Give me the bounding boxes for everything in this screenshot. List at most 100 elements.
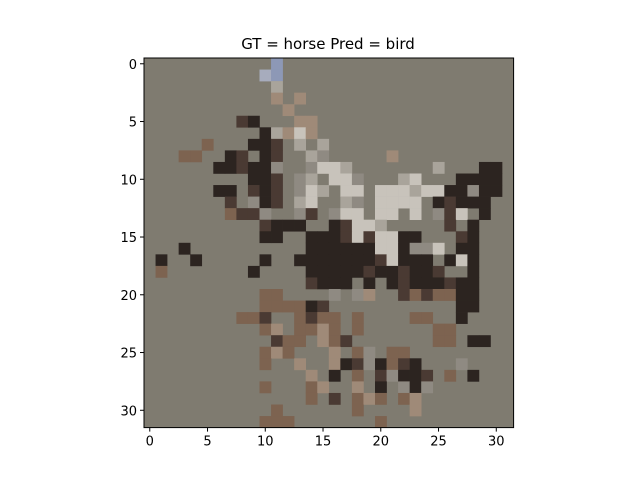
pixel-cell — [178, 150, 191, 163]
pixel-cell — [224, 208, 237, 220]
pixel-cell — [398, 231, 410, 244]
pixel-cell — [455, 196, 468, 209]
pixel-cell — [375, 392, 387, 405]
pixel-cell — [351, 219, 364, 232]
pixel-cell — [444, 369, 457, 382]
pixel-cell — [317, 138, 330, 151]
pixel-cell — [478, 208, 491, 220]
pixel-cell — [444, 323, 457, 336]
pixel-cell — [455, 208, 468, 220]
pixel-cell — [305, 115, 318, 128]
pixel-cell — [409, 231, 422, 244]
pixel-cell — [351, 254, 364, 267]
pixel-cell — [421, 277, 434, 290]
pixel-cell — [259, 185, 272, 197]
pixel-cell — [398, 369, 410, 382]
pixel-cell — [340, 231, 353, 244]
pixel-cell — [328, 219, 341, 232]
pixel-cell — [247, 138, 260, 151]
pixel-cell — [386, 277, 399, 290]
pixel-cell — [490, 185, 503, 197]
pixel-cell — [363, 358, 376, 371]
pixel-cell — [444, 208, 457, 220]
pixel-cell — [271, 185, 283, 197]
pixel-cell — [259, 416, 272, 428]
pixel-cell — [351, 289, 364, 301]
pixel-cell — [375, 254, 387, 267]
pixel-cell — [294, 208, 306, 220]
pixel-cell — [432, 196, 445, 209]
pixel-cell — [305, 312, 318, 324]
pixel-cell — [432, 277, 445, 290]
y-tick-label: 25 — [120, 347, 137, 362]
pixel-cell — [340, 161, 353, 174]
x-tick-label: 15 — [315, 435, 332, 450]
y-tick-label: 20 — [120, 289, 137, 304]
pixel-cell — [305, 277, 318, 290]
pixel-cell — [478, 335, 491, 348]
pixel-cell — [155, 265, 168, 278]
pixel-cell — [455, 185, 468, 197]
pixel-cell — [490, 161, 503, 174]
pixel-cell — [455, 277, 468, 290]
pixel-cell — [421, 185, 434, 197]
pixel-cell — [467, 196, 480, 209]
pixel-cell — [455, 242, 468, 255]
pixel-cell — [409, 277, 422, 290]
pixel-cell — [259, 254, 272, 267]
pixel-cell — [271, 289, 283, 301]
pixel-cell — [375, 358, 387, 371]
pixel-cell — [317, 277, 330, 290]
pixel-cell — [305, 300, 318, 313]
x-tick-label: 10 — [257, 435, 274, 450]
pixel-cell — [421, 289, 434, 301]
pixel-cell — [351, 323, 364, 336]
pixel-cell — [294, 92, 306, 105]
pixel-cell — [421, 312, 434, 324]
pixel-cell — [478, 185, 491, 197]
pixel-cell — [398, 254, 410, 267]
y-axis: 0 5 10 15 20 25 30 — [120, 58, 144, 419]
pixel-cell — [155, 254, 168, 267]
pixel-cell — [305, 392, 318, 405]
pixel-cell — [398, 346, 410, 359]
x-tick-label: 30 — [488, 435, 505, 450]
pixel-cell — [467, 265, 480, 278]
pixel-cell — [398, 358, 410, 371]
pixel-cell — [294, 335, 306, 348]
pixel-cell — [305, 242, 318, 255]
pixel-cell — [398, 277, 410, 290]
pixel-cell — [351, 185, 364, 197]
pixel-cell — [363, 346, 376, 359]
pixel-cell — [398, 265, 410, 278]
pixel-cell — [340, 265, 353, 278]
pixel-cell — [363, 392, 376, 405]
pixel-cell — [305, 254, 318, 267]
pixel-cell — [409, 254, 422, 267]
pixel-cell — [317, 335, 330, 348]
pixel-cell — [328, 254, 341, 267]
pixel-cell — [351, 358, 364, 371]
pixel-cell — [328, 161, 341, 174]
pixel-cell — [375, 265, 387, 278]
pixel-cell — [386, 231, 399, 244]
pixel-cell — [328, 242, 341, 255]
pixel-cell — [317, 150, 330, 163]
pixel-cell — [386, 358, 399, 371]
pixel-cell — [340, 335, 353, 348]
pixel-cell — [282, 104, 295, 117]
y-tick-label: 30 — [120, 404, 137, 419]
pixel-cell — [305, 161, 318, 174]
pixel-cell — [259, 127, 272, 140]
pixel-cell — [467, 335, 480, 348]
pixel-cell — [190, 254, 203, 267]
pixel-cell — [409, 242, 422, 255]
pixel-cell — [432, 242, 445, 255]
pixel-cell — [478, 161, 491, 174]
pixel-cell — [328, 277, 341, 290]
pixel-cell — [178, 242, 191, 255]
pixel-cell — [340, 185, 353, 197]
pixel-cell — [282, 300, 295, 313]
pixel-cell — [444, 277, 457, 290]
pixel-cell — [271, 300, 283, 313]
